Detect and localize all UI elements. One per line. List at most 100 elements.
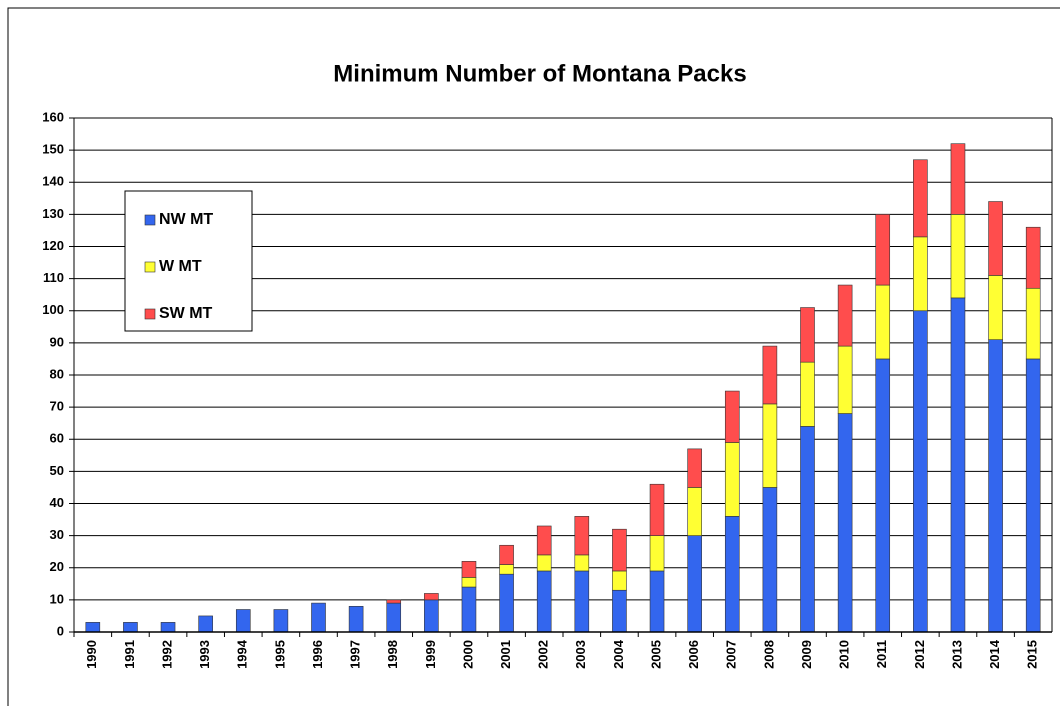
bar-segment (950, 297, 966, 633)
bar-segment (762, 345, 778, 405)
bar-segment (123, 622, 138, 633)
bar-segment (424, 593, 439, 601)
bar-segment (687, 535, 702, 633)
x-tick-label: 2012 (912, 640, 927, 669)
x-tick-label: 2008 (761, 640, 776, 669)
chart-border (7, 7, 1060, 706)
bar-segment (235, 609, 251, 633)
x-tick-label: 2001 (498, 640, 513, 669)
bar-segment (499, 573, 514, 633)
y-tick-label: 80 (50, 366, 64, 381)
x-tick-label: 1992 (159, 640, 174, 669)
bar-segment (612, 528, 627, 572)
x-tick-label: 1991 (122, 640, 137, 669)
y-tick-label: 160 (42, 109, 64, 124)
bar-segment (800, 307, 815, 363)
x-tick-label: 2007 (724, 640, 739, 669)
bar-segment (875, 358, 891, 633)
bar-segment (348, 605, 364, 633)
bar-segment (724, 390, 740, 443)
bar-segment (574, 554, 590, 572)
bar-segment (160, 622, 176, 633)
bar-segment (875, 284, 891, 360)
x-tick-label: 1998 (385, 640, 400, 669)
bar-segment (536, 525, 552, 556)
chart-title: Minimum Number of Montana Packs (333, 60, 746, 87)
x-tick-label: 2011 (874, 640, 889, 668)
x-tick-label: 1990 (84, 640, 99, 669)
bar-segment (649, 570, 665, 633)
x-tick-label: 2009 (799, 640, 814, 669)
bar-segment (913, 159, 928, 238)
x-tick-label: 2005 (648, 640, 663, 669)
bar-segment (762, 403, 778, 488)
y-tick-label: 70 (50, 399, 64, 414)
bar-segment (386, 602, 402, 633)
bar-segment (724, 442, 740, 517)
legend-swatch (144, 308, 156, 320)
bar-segment (198, 615, 213, 633)
x-tick-label: 2000 (460, 640, 475, 669)
bar-segment (574, 516, 590, 556)
bar-segment (461, 561, 477, 578)
y-tick-label: 20 (50, 559, 64, 574)
y-tick-label: 60 (50, 431, 64, 446)
bar-segment (837, 345, 853, 414)
x-tick-label: 2014 (987, 639, 1002, 669)
bar-segment (950, 143, 966, 215)
bar-segment (649, 483, 665, 536)
bar-segment (837, 413, 853, 633)
x-tick-label: 1994 (235, 639, 250, 669)
bar-segment (913, 236, 928, 312)
y-tick-label: 50 (50, 463, 64, 478)
bar-segment (800, 361, 815, 427)
legend-label: W MT (159, 258, 202, 275)
bar-segment (612, 570, 627, 591)
y-tick-label: 30 (50, 527, 64, 542)
bar-segment (988, 275, 1003, 340)
x-tick-label: 1996 (310, 640, 325, 669)
y-tick-label: 90 (50, 334, 64, 349)
bar-segment (800, 426, 815, 633)
y-tick-label: 150 (42, 142, 64, 157)
bar-segment (386, 599, 402, 604)
x-tick-label: 1995 (272, 640, 287, 669)
y-tick-label: 10 (50, 591, 64, 606)
y-tick-label: 130 (42, 206, 64, 221)
bar-segment (988, 339, 1003, 633)
x-tick-label: 1997 (348, 640, 363, 669)
bar-segment (1025, 358, 1041, 633)
bar-segment (499, 544, 514, 565)
x-tick-label: 2006 (686, 640, 701, 669)
bar-segment (687, 448, 702, 488)
legend-label: NW MT (159, 211, 213, 228)
legend: NW MT W MT SW MT (124, 190, 253, 332)
bar-segment (913, 310, 928, 633)
bar-segment (461, 577, 477, 588)
x-tick-label: 1999 (423, 640, 438, 669)
bar-segment (536, 554, 552, 572)
bar-segment (875, 214, 891, 286)
x-tick-label: 2015 (1025, 640, 1040, 669)
bar-segment (574, 570, 590, 633)
bar-segment (612, 589, 627, 633)
x-tick-label: 2010 (837, 640, 852, 669)
bar-segment (649, 535, 665, 572)
y-tick-label: 110 (43, 270, 64, 285)
bar-segment (311, 602, 326, 633)
y-tick-label: 40 (50, 495, 64, 510)
y-tick-label: 0 (57, 623, 64, 638)
bar-segment (724, 516, 740, 633)
bar-segment (499, 564, 514, 575)
bar-segment (273, 609, 289, 633)
x-tick-label: 2013 (949, 640, 964, 669)
x-tick-label: 2004 (611, 639, 626, 669)
bar-segment (950, 214, 966, 299)
legend-swatch (144, 214, 156, 226)
bar-segment (536, 570, 552, 633)
bar-segment (85, 622, 101, 633)
bar-segment (424, 599, 439, 633)
y-tick-label: 120 (42, 238, 64, 253)
legend-label: SW MT (159, 305, 213, 322)
